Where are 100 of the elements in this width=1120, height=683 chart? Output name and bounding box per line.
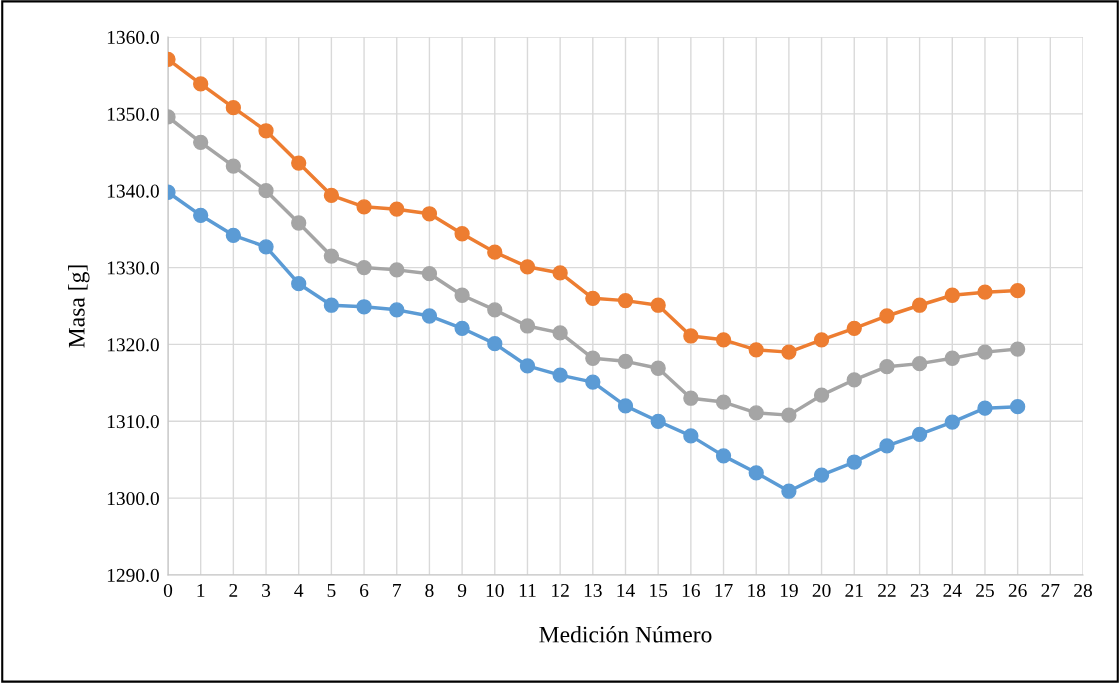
x-tick-label: 7 <box>393 584 402 597</box>
point <box>389 262 405 278</box>
point <box>846 454 862 470</box>
point <box>519 259 536 275</box>
x-tick-label: 1 <box>197 583 205 597</box>
point <box>715 332 732 348</box>
point <box>552 325 568 341</box>
point <box>454 226 470 242</box>
point <box>487 244 503 260</box>
point <box>977 344 993 360</box>
y-tick-label: 1300.0 <box>107 491 159 506</box>
point <box>291 215 307 231</box>
point <box>650 413 666 429</box>
x-tick-label: 14 <box>617 583 635 597</box>
x-tick-label: 4 <box>294 584 304 597</box>
y-tick-label: 1320.0 <box>107 338 159 352</box>
point <box>683 428 699 444</box>
point <box>748 405 764 421</box>
point <box>781 344 797 360</box>
point <box>356 199 372 215</box>
point <box>519 358 536 374</box>
y-tick-label: 1290.0 <box>107 568 159 583</box>
point <box>585 350 601 366</box>
x-tick-label: 21 <box>845 583 863 597</box>
x-tick-label: 15 <box>650 583 668 598</box>
point <box>715 394 732 410</box>
x-tick-label: 6 <box>360 583 369 598</box>
point <box>846 320 862 336</box>
point <box>487 302 503 318</box>
point <box>715 448 732 464</box>
point <box>258 239 274 255</box>
x-tick-label: 11 <box>519 583 536 597</box>
point <box>683 390 699 406</box>
point <box>617 398 634 414</box>
point <box>421 308 438 324</box>
x-tick-label: 16 <box>682 583 700 598</box>
point <box>879 308 895 324</box>
point <box>585 290 601 306</box>
point <box>421 206 438 222</box>
x-tick-label: 28 <box>1074 583 1092 598</box>
point <box>977 284 993 300</box>
point <box>813 467 830 483</box>
point <box>748 465 764 481</box>
point <box>911 297 928 313</box>
x-tick-label: 17 <box>715 583 733 597</box>
x-tick-label: 25 <box>976 583 994 598</box>
point <box>650 360 666 376</box>
point <box>552 265 568 281</box>
point <box>911 356 928 372</box>
point <box>650 297 666 313</box>
x-tick-label: 22 <box>878 583 896 597</box>
point <box>389 201 405 217</box>
point <box>813 387 830 403</box>
y-tick-label: 1350.0 <box>107 107 159 121</box>
x-tick-label: 23 <box>910 583 929 598</box>
x-tick-label: 9 <box>457 583 467 598</box>
point <box>356 299 372 315</box>
point <box>748 342 764 358</box>
y-tick-label: 1340.0 <box>107 184 159 198</box>
point <box>323 248 340 264</box>
x-tick-label: 12 <box>552 583 569 597</box>
x-tick-label: 26 <box>1008 583 1027 598</box>
y-axis-title: Masa [g] <box>68 265 90 348</box>
point <box>323 187 340 203</box>
y-tick-label: 1310.0 <box>107 415 159 429</box>
point <box>389 302 405 318</box>
point <box>585 374 601 390</box>
point <box>552 367 568 383</box>
point <box>617 353 634 369</box>
x-tick-label: 24 <box>943 583 962 597</box>
point <box>944 287 960 303</box>
point <box>944 350 960 366</box>
point <box>683 328 699 344</box>
point <box>781 483 797 499</box>
x-tick-label: 20 <box>812 583 831 598</box>
x-axis-title: Medición Número <box>539 625 712 643</box>
point <box>1010 399 1026 415</box>
point <box>879 359 895 375</box>
point <box>1010 282 1026 299</box>
point <box>258 183 274 199</box>
point <box>977 400 993 416</box>
point <box>944 414 960 430</box>
x-tick-label: 13 <box>584 583 602 598</box>
x-tick-label: 3 <box>262 583 271 598</box>
point <box>487 336 503 352</box>
point <box>421 266 438 282</box>
y-tick-label: 1330.0 <box>107 261 159 275</box>
point <box>454 287 470 303</box>
point <box>225 100 241 116</box>
point <box>1010 341 1026 357</box>
point <box>781 407 797 423</box>
point <box>193 76 209 92</box>
x-tick-label: 27 <box>1041 583 1060 597</box>
x-tick-label: 5 <box>327 584 336 598</box>
x-tick-label: 10 <box>486 583 504 598</box>
point <box>846 372 862 388</box>
point <box>454 320 470 336</box>
x-tick-label: 0 <box>163 583 173 598</box>
point <box>911 426 928 442</box>
point <box>291 276 307 292</box>
